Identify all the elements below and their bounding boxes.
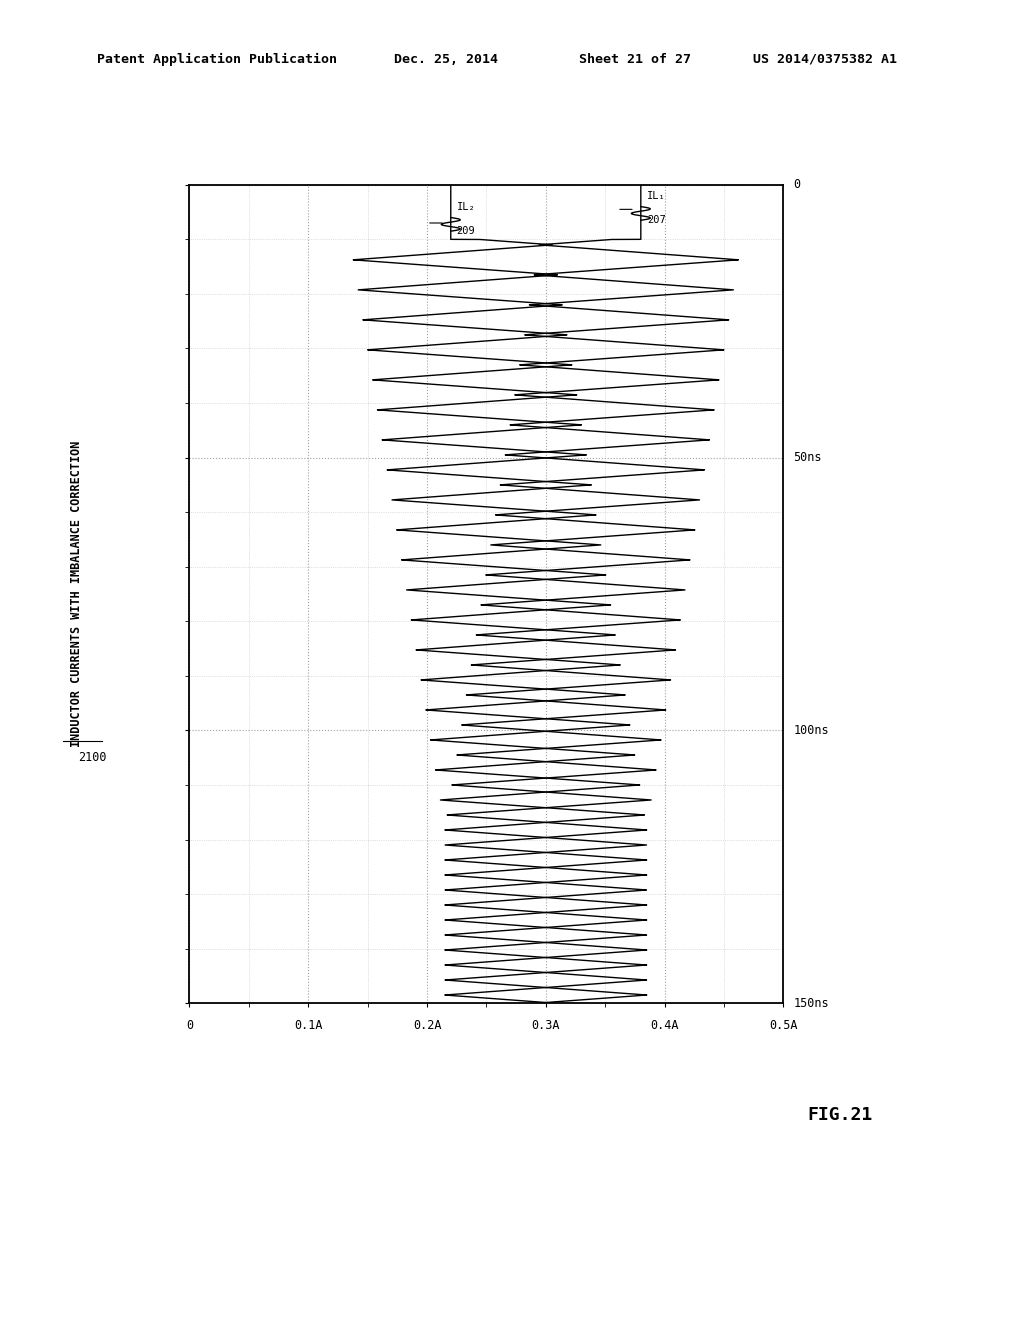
Text: 100ns: 100ns bbox=[794, 723, 829, 737]
Text: 209: 209 bbox=[457, 226, 475, 236]
Text: 0.3A: 0.3A bbox=[531, 1019, 560, 1032]
Text: IL₁: IL₁ bbox=[647, 191, 666, 201]
Text: Patent Application Publication: Patent Application Publication bbox=[97, 53, 337, 66]
Text: IL₂: IL₂ bbox=[457, 202, 475, 213]
Text: INDUCTOR CURRENTS WITH IMBALANCE CORRECTION: INDUCTOR CURRENTS WITH IMBALANCE CORRECT… bbox=[71, 441, 83, 747]
Text: 0.5A: 0.5A bbox=[769, 1019, 798, 1032]
Text: 150ns: 150ns bbox=[794, 997, 829, 1010]
Text: 0.4A: 0.4A bbox=[650, 1019, 679, 1032]
Text: Dec. 25, 2014: Dec. 25, 2014 bbox=[394, 53, 499, 66]
Text: 0: 0 bbox=[794, 178, 801, 191]
Text: US 2014/0375382 A1: US 2014/0375382 A1 bbox=[753, 53, 897, 66]
Text: FIG.21: FIG.21 bbox=[807, 1106, 872, 1125]
Text: 0.2A: 0.2A bbox=[413, 1019, 441, 1032]
Text: 0.1A: 0.1A bbox=[294, 1019, 323, 1032]
Text: Sheet 21 of 27: Sheet 21 of 27 bbox=[579, 53, 690, 66]
Text: 50ns: 50ns bbox=[794, 451, 822, 465]
Text: 2100: 2100 bbox=[78, 751, 106, 764]
Text: 0: 0 bbox=[186, 1019, 193, 1032]
Text: 207: 207 bbox=[647, 215, 666, 224]
